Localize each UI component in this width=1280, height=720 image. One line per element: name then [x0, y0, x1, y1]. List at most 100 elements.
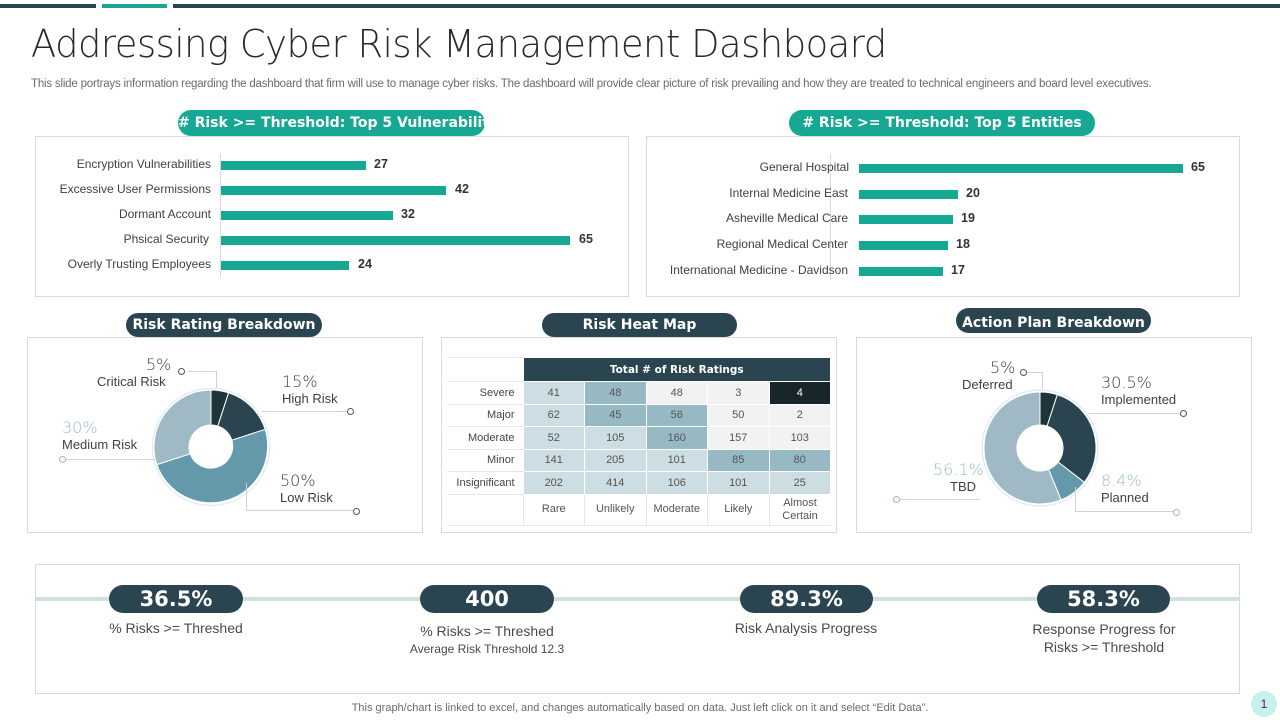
top-accent-bar: [173, 4, 1280, 8]
leader-line: [1075, 487, 1177, 512]
heat-cell[interactable]: 141: [522, 448, 585, 472]
action-plan-title: Action Plan Breakdown: [956, 308, 1151, 333]
bar-label: International Medicine - Davidson: [669, 263, 848, 277]
heat-map-row: Minor 141 205 101 85 80: [447, 448, 831, 472]
leader-line: [897, 499, 980, 500]
heat-cell[interactable]: 414: [584, 471, 647, 495]
kpi-sublabel: Average Risk Threshold 12.3: [409, 642, 565, 656]
heat-map-header: Total # of Risk Ratings: [522, 357, 831, 382]
bar-label: Dormant Account: [118, 207, 211, 221]
bar[interactable]: [221, 186, 446, 195]
bar-label: Asheville Medical Care: [725, 211, 848, 225]
heat-map-corner: [447, 493, 523, 526]
heat-cell[interactable]: 50: [707, 403, 770, 427]
bar-value: 42: [455, 182, 469, 196]
heat-cell[interactable]: 157: [707, 426, 770, 450]
bar-row: Encryption Vulnerabilities 27: [0, 155, 388, 175]
bar-value: 27: [374, 157, 388, 171]
bar-label: Phsical Security: [123, 232, 209, 246]
heat-cell[interactable]: 85: [707, 448, 770, 472]
leader-line: [63, 459, 155, 460]
leader-dot: [178, 368, 185, 375]
high-risk-pct: 15%: [282, 372, 318, 391]
bar-value: 32: [401, 207, 415, 221]
leader-line: [1026, 372, 1043, 389]
bar[interactable]: [221, 211, 393, 220]
heat-cell[interactable]: 25: [768, 471, 831, 495]
row-label: Insignificant: [447, 471, 523, 495]
leader-dot: [1180, 410, 1187, 417]
kpi-response-progress: 58.3%: [1037, 585, 1170, 613]
critical-risk-label: Critical Risk: [97, 374, 166, 389]
heat-cell[interactable]: 52: [522, 426, 585, 450]
tbd-pct: 56.1%: [933, 460, 984, 479]
heat-cell[interactable]: 80: [768, 448, 831, 472]
heat-map-column-headers: Rare Unlikely Moderate Likely Almost Cer…: [447, 493, 831, 526]
row-label: Major: [447, 403, 523, 427]
footer-note: This graph/chart is linked to excel, and…: [351, 702, 929, 714]
bar-value: 18: [956, 237, 970, 251]
heat-cell[interactable]: 3: [707, 381, 770, 405]
bar[interactable]: [859, 267, 943, 276]
implemented-label: Implemented: [1101, 392, 1177, 407]
heat-cell[interactable]: 101: [707, 471, 770, 495]
heat-map-title: Risk Heat Map: [542, 313, 737, 337]
risk-rating-donut[interactable]: [151, 387, 271, 507]
page-subtitle: This slide portrays information regardin…: [31, 78, 1152, 90]
bar[interactable]: [221, 236, 570, 245]
bar[interactable]: [221, 161, 366, 170]
bar-value: 20: [966, 186, 980, 200]
heat-cell[interactable]: 41: [522, 381, 585, 405]
medium-risk-label: Medium Risk: [62, 437, 138, 452]
heat-cell[interactable]: 2: [768, 403, 831, 427]
low-risk-label: Low Risk: [280, 490, 333, 505]
high-risk-label: High Risk: [282, 391, 338, 406]
heat-cell[interactable]: 105: [584, 426, 647, 450]
kpi-risk-analysis-progress: 89.3%: [740, 585, 873, 613]
heat-cell[interactable]: 205: [584, 448, 647, 472]
heat-cell[interactable]: 62: [522, 403, 585, 427]
bar-label: Regional Medical Center: [716, 237, 848, 251]
kpi-label: Risk Analysis Progress: [734, 620, 878, 636]
bar-value: 19: [961, 211, 975, 225]
heat-map-row: Severe 41 48 48 3 4: [447, 381, 831, 405]
column-label: Rare: [522, 494, 585, 526]
heat-cell[interactable]: 160: [645, 426, 708, 450]
leader-line: [246, 483, 354, 511]
column-label: Likely: [707, 494, 769, 526]
risk-rating-title: Risk Rating Breakdown: [126, 313, 322, 337]
heat-map-row: Moderate 52 105 160 157 103: [447, 426, 831, 450]
kpi-panel: [35, 564, 1240, 694]
kpi-label: % Risks >= Threshed: [420, 623, 554, 639]
leader-dot: [353, 508, 360, 515]
bar-row: Excessive User Permissions 42: [0, 180, 469, 200]
page-number: 1: [1251, 691, 1277, 717]
heat-map-corner: [447, 357, 523, 382]
column-label: Unlikely: [584, 494, 646, 526]
heat-cell[interactable]: 4: [768, 381, 831, 405]
bar-value: 24: [358, 257, 372, 271]
row-label: Moderate: [447, 426, 523, 450]
heat-cell[interactable]: 101: [645, 448, 708, 472]
bar[interactable]: [859, 215, 953, 224]
bar[interactable]: [221, 261, 349, 270]
row-label: Minor: [447, 448, 523, 472]
heat-cell[interactable]: 56: [645, 403, 708, 427]
kpi-risks-count: 400: [420, 585, 554, 613]
leader-dot: [347, 408, 354, 415]
leader-dot: [1020, 369, 1027, 376]
heat-cell[interactable]: 106: [645, 471, 708, 495]
heat-cell[interactable]: 45: [584, 403, 647, 427]
bar[interactable]: [859, 164, 1183, 173]
bar-value: 65: [1191, 160, 1205, 174]
heat-cell[interactable]: 202: [522, 471, 585, 495]
heat-cell[interactable]: 48: [584, 381, 647, 405]
kpi-connector-line: [36, 597, 1239, 601]
bar[interactable]: [859, 190, 958, 199]
heat-cell[interactable]: 48: [645, 381, 708, 405]
leader-line: [262, 411, 350, 412]
kpi-label: Risks >= Threshold: [1043, 639, 1165, 655]
heat-cell[interactable]: 103: [768, 426, 831, 450]
bar[interactable]: [859, 241, 948, 250]
heat-map-table[interactable]: Total # of Risk Ratings Severe 41 48 48 …: [447, 357, 831, 526]
